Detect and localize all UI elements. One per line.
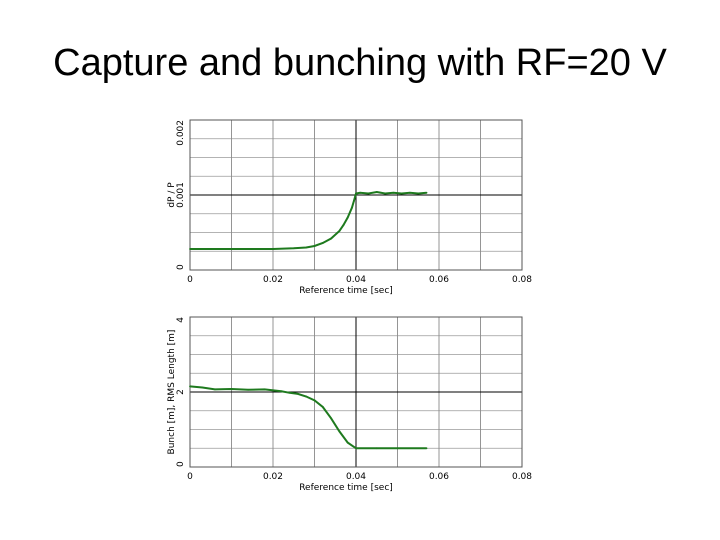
y-tick-label: 0: [176, 264, 186, 270]
data-point: [189, 385, 191, 388]
x-tick-label: 0.02: [263, 275, 283, 285]
data-point: [350, 206, 353, 209]
data-point: [359, 191, 362, 194]
data-point: [400, 192, 403, 195]
y-tick-label: 0.002: [176, 120, 186, 146]
slide-title: Capture and bunching with RF=20 V: [53, 42, 667, 84]
data-point: [230, 388, 233, 390]
y-axis-label: Bunch [m], RMS Length [m]: [167, 330, 177, 455]
data-point: [313, 245, 316, 247]
data-point: [214, 388, 216, 391]
y-tick-label: 0.001: [176, 182, 186, 208]
data-point: [338, 430, 341, 433]
data-point: [272, 248, 274, 250]
data-point: [367, 192, 370, 195]
data-point: [346, 441, 349, 444]
plot-frame: [189, 316, 523, 468]
data-point: [375, 447, 378, 450]
data-point: [297, 392, 299, 395]
x-tick-label: 0: [187, 275, 193, 285]
x-tick-label: 0.04: [346, 472, 366, 482]
data-point: [305, 395, 308, 398]
x-tick-label: 0.06: [429, 472, 449, 482]
data-point: [355, 447, 357, 450]
y-tick-label: 2: [176, 389, 186, 395]
data-point: [313, 399, 316, 402]
bottom-chart: 0 0.02 0.04 0.06 0.08 Reference time [sec] 0 2 4…: [167, 316, 532, 493]
data-point: [263, 388, 266, 391]
data-point: [425, 447, 428, 450]
data-point: [409, 191, 411, 194]
x-axis-label: Reference time [sec]: [299, 286, 393, 296]
data-point: [396, 447, 399, 450]
data-point: [230, 248, 233, 250]
data-point: [251, 248, 254, 250]
data-point: [425, 191, 428, 194]
y-tick-label: 4: [176, 317, 186, 323]
data-point: [392, 191, 395, 194]
x-tick-label: 0.08: [512, 275, 532, 285]
data-point: [384, 192, 386, 195]
data-point: [247, 388, 250, 391]
data-point: [305, 246, 308, 249]
data-point: [280, 390, 283, 393]
x-tick-label: 0.08: [512, 472, 532, 482]
data-point: [353, 200, 355, 202]
y-axis-label: dP / P: [167, 182, 177, 208]
data-point: [355, 192, 357, 195]
data-point: [330, 417, 332, 420]
x-tick-label: 0.04: [346, 275, 366, 285]
data-point: [330, 237, 332, 240]
data-point: [375, 191, 378, 193]
data-point: [342, 224, 345, 226]
y-tick-label: 0: [176, 461, 186, 467]
data-point: [189, 248, 191, 250]
data-point: [292, 247, 295, 250]
data-point: [417, 192, 420, 195]
data-point: [321, 406, 324, 408]
data-point: [321, 242, 324, 244]
data-point: [288, 391, 291, 394]
x-tick-label: 0.06: [429, 275, 449, 285]
x-axis-label: Reference time [sec]: [299, 483, 393, 493]
data-point: [346, 216, 349, 219]
x-tick-label: 0: [187, 472, 193, 482]
x-tick-label: 0.02: [263, 472, 283, 482]
data-point: [338, 230, 341, 232]
plot-frame: [189, 119, 523, 271]
top-chart: 0 0.02 0.04 0.06 0.08 Reference time [sec] 0 0.…: [167, 119, 532, 296]
data-point: [201, 386, 204, 389]
data-point: [209, 248, 212, 250]
